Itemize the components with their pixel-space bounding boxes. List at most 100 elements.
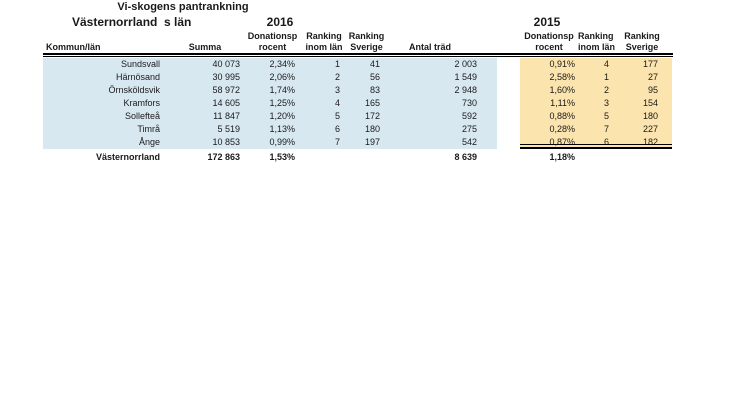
cell-antal-trad: 542 bbox=[461, 137, 477, 147]
cell-ranking-sverige-2015: 95 bbox=[647, 85, 658, 95]
cell-total-antal-trad: 8 639 bbox=[454, 152, 477, 162]
column-header-donationsprocent-2016: Donationsp rocent bbox=[247, 31, 298, 52]
cell-kommun: Sollefteå bbox=[124, 111, 160, 121]
cell-donationsprocent-2016: 1,13% bbox=[269, 124, 295, 134]
band-2015-double-border-top-line bbox=[520, 144, 672, 145]
cell-ranking-sverige-2016: 83 bbox=[369, 85, 380, 95]
table-row: 0,88% 5 180 bbox=[520, 110, 672, 123]
cell-ranking-inom-lan-2015: 6 bbox=[603, 137, 609, 147]
table-row: Ånge 10 853 0,99% 7 197 542 bbox=[43, 136, 497, 149]
table-row: Sollefteå 11 847 1,20% 5 172 592 bbox=[43, 110, 497, 123]
column-header-donationsprocent-2015: Donationsp rocent bbox=[524, 31, 574, 52]
cell-antal-trad: 2 948 bbox=[454, 85, 477, 95]
cell-donationsprocent-2015: 1,11% bbox=[550, 98, 575, 108]
cell-ranking-sverige-2016: 197 bbox=[364, 137, 380, 147]
cell-ranking-inom-lan-2015: 3 bbox=[603, 98, 609, 108]
table-row: Timrå 5 519 1,13% 6 180 275 bbox=[43, 123, 497, 136]
cell-ranking-inom-lan-2016: 2 bbox=[334, 72, 340, 82]
data-band-2015: 0,91% 4 177 2,58% 1 27 1,60% 2 95 1,11% … bbox=[520, 58, 672, 149]
table-row: 0,28% 7 227 bbox=[520, 123, 672, 136]
cell-summa: 58 972 bbox=[212, 85, 240, 95]
cell-donationsprocent-2016: 2,06% bbox=[269, 72, 295, 82]
cell-ranking-inom-lan-2016: 7 bbox=[334, 137, 340, 147]
cell-kommun: Sundsvall bbox=[120, 59, 160, 69]
table-row: 0,87% 6 182 bbox=[520, 136, 672, 149]
band-2015-double-border-bottom-line bbox=[520, 147, 672, 149]
cell-kommun: Härnösand bbox=[115, 72, 160, 82]
cell-ranking-inom-lan-2016: 3 bbox=[334, 85, 340, 95]
cell-donationsprocent-2015: 0,88% bbox=[549, 111, 575, 121]
total-row-2016: Västernorrland 172 863 1,53% 8 639 bbox=[43, 151, 497, 164]
cell-donationsprocent-2016: 1,25% bbox=[269, 98, 295, 108]
cell-total-summa: 172 863 bbox=[207, 152, 240, 162]
cell-ranking-sverige-2016: 172 bbox=[364, 111, 380, 121]
cell-ranking-sverige-2015: 180 bbox=[642, 111, 658, 121]
cell-total-ranking-inom-lan-2015 bbox=[578, 151, 612, 164]
cell-ranking-sverige-2016: 180 bbox=[364, 124, 380, 134]
cell-donationsprocent-2015: 1,60% bbox=[549, 85, 575, 95]
sheet-title: Vi-skogens pantrankning bbox=[117, 1, 249, 13]
cell-donationsprocent-2016: 1,20% bbox=[269, 111, 295, 121]
cell-kommun: Kramfors bbox=[123, 98, 160, 108]
year-2015-heading: 2015 bbox=[533, 15, 561, 29]
column-header-kommun: Kommun/län bbox=[46, 42, 101, 52]
header-row-2016: Kommun/län Summa Donationsp rocent Ranki… bbox=[43, 31, 497, 53]
column-header-ranking-inom-lan-2015: Ranking inom län bbox=[578, 31, 616, 52]
cell-summa: 30 995 bbox=[212, 72, 240, 82]
cell-donationsprocent-2015: 0,91% bbox=[549, 59, 575, 69]
cell-antal-trad: 730 bbox=[461, 98, 477, 108]
table-row: 1,11% 3 154 bbox=[520, 97, 672, 110]
total-row-2015: 1,18% bbox=[520, 151, 672, 164]
cell-antal-trad: 2 003 bbox=[454, 59, 477, 69]
cell-summa: 14 605 bbox=[212, 98, 240, 108]
cell-donationsprocent-2015: 2,58% bbox=[549, 72, 575, 82]
table-row: 0,91% 4 177 bbox=[520, 58, 672, 71]
cell-kommun: Timrå bbox=[137, 124, 160, 134]
year-2016-heading: 2016 bbox=[266, 15, 294, 29]
column-header-ranking-inom-lan-2016: Ranking inom län bbox=[305, 31, 343, 52]
table-row: Sundsvall 40 073 2,34% 1 41 2 003 bbox=[43, 58, 497, 71]
cell-total-donationsprocent-2016: 1,53% bbox=[269, 152, 295, 162]
table-row: Kramfors 14 605 1,25% 4 165 730 bbox=[43, 97, 497, 110]
cell-kommun: Ånge bbox=[138, 137, 160, 147]
column-header-ranking-sverige-2015: Ranking Sverige bbox=[624, 31, 660, 52]
cell-total-ranking-sverige-2016 bbox=[348, 151, 385, 164]
column-header-antal-trad: Antal träd bbox=[409, 42, 452, 52]
cell-antal-trad: 1 549 bbox=[454, 72, 477, 82]
cell-total-ranking-sverige-2015 bbox=[612, 151, 672, 164]
cell-ranking-sverige-2015: 154 bbox=[642, 98, 658, 108]
cell-total-ranking-inom-lan-2016 bbox=[300, 151, 348, 164]
header-row-2015: Donationsp rocent Ranking inom län Ranki… bbox=[520, 31, 672, 53]
region-heading: Västernorrland s län bbox=[72, 15, 192, 29]
table-row: 2,58% 1 27 bbox=[520, 71, 672, 84]
cell-kommun: Örnsköldsvik bbox=[108, 85, 160, 95]
header-double-border-bottom-line bbox=[43, 56, 673, 57]
cell-donationsprocent-2016: 1,74% bbox=[269, 85, 295, 95]
cell-summa: 10 853 bbox=[212, 137, 240, 147]
cell-antal-trad: 275 bbox=[461, 124, 477, 134]
cell-antal-trad: 592 bbox=[461, 111, 477, 121]
cell-ranking-inom-lan-2016: 5 bbox=[334, 111, 340, 121]
data-band-2016: Sundsvall 40 073 2,34% 1 41 2 003 Härnös… bbox=[43, 58, 497, 149]
cell-ranking-sverige-2015: 177 bbox=[642, 59, 658, 69]
cell-ranking-inom-lan-2015: 1 bbox=[603, 72, 609, 82]
cell-ranking-inom-lan-2016: 6 bbox=[334, 124, 340, 134]
cell-ranking-inom-lan-2015: 5 bbox=[603, 111, 609, 121]
cell-ranking-sverige-2016: 56 bbox=[369, 72, 380, 82]
table-row: Örnsköldsvik 58 972 1,74% 3 83 2 948 bbox=[43, 84, 497, 97]
cell-ranking-sverige-2016: 41 bbox=[369, 59, 380, 69]
cell-ranking-sverige-2015: 182 bbox=[642, 137, 658, 147]
cell-ranking-inom-lan-2015: 7 bbox=[603, 124, 609, 134]
cell-ranking-sverige-2015: 227 bbox=[642, 124, 658, 134]
cell-total-donationsprocent-2015: 1,18% bbox=[549, 152, 575, 162]
cell-donationsprocent-2015: 0,28% bbox=[549, 124, 575, 134]
cell-donationsprocent-2016: 2,34% bbox=[269, 59, 295, 69]
cell-ranking-inom-lan-2015: 2 bbox=[603, 85, 609, 95]
cell-ranking-inom-lan-2016: 1 bbox=[334, 59, 340, 69]
column-header-ranking-sverige-2016: Ranking Sverige bbox=[348, 31, 385, 52]
cell-total-region: Västernorrland bbox=[95, 152, 160, 162]
cell-ranking-sverige-2016: 165 bbox=[364, 98, 380, 108]
column-header-summa: Summa bbox=[188, 42, 222, 52]
cell-ranking-inom-lan-2015: 4 bbox=[603, 59, 609, 69]
